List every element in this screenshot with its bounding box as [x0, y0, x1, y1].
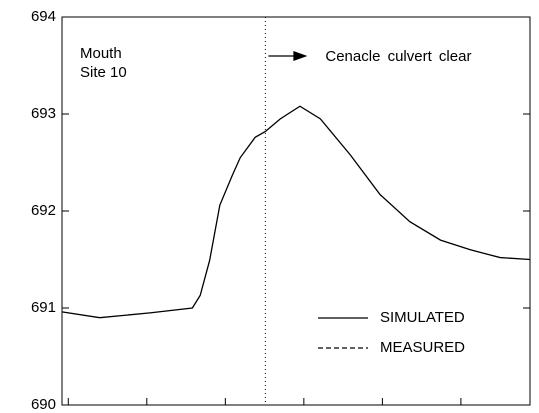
y-tick-label: 692: [31, 202, 56, 219]
y-tick-label: 693: [31, 105, 56, 122]
y-tick-label: 690: [31, 396, 56, 413]
legend-label: MEASURED: [380, 339, 465, 356]
x-tick-label: 22: [138, 410, 155, 413]
site-label: Mouth: [80, 45, 122, 62]
x-tick-label: 21: [60, 410, 77, 413]
x-tick-label: 26: [453, 410, 470, 413]
event-arrowhead: [293, 51, 308, 61]
y-tick-label: 694: [31, 8, 56, 25]
site-label: Site 10: [80, 64, 127, 81]
legend-label: SIMULATED: [380, 309, 465, 326]
y-tick-label: 691: [31, 299, 56, 316]
x-tick-label: 24: [296, 410, 313, 413]
data-line: [61, 105, 531, 319]
event-label: Cenacle culvert clear: [325, 48, 471, 65]
x-tick-label: 25: [374, 410, 391, 413]
x-tick-label: 23: [217, 410, 234, 413]
